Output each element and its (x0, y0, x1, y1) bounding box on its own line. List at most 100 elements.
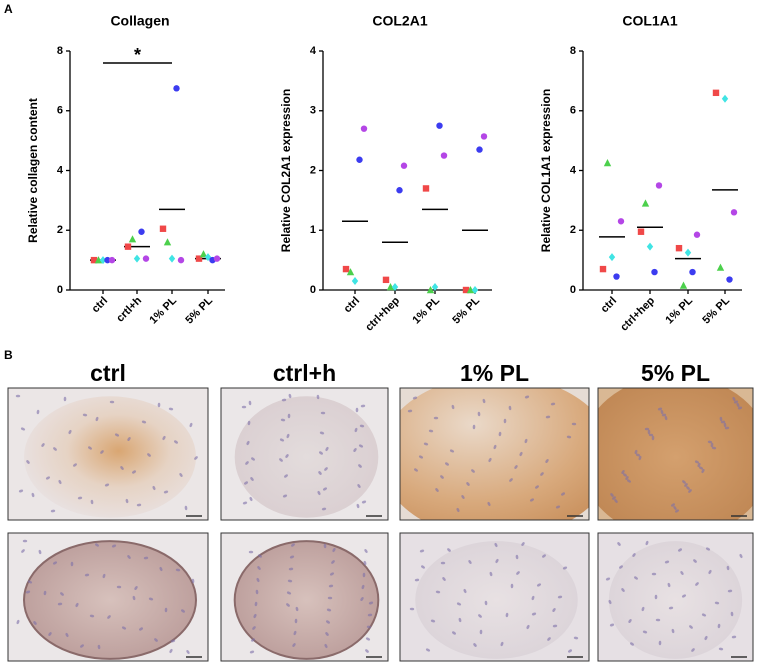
nucleus (686, 486, 690, 490)
nucleus (509, 478, 513, 482)
point (391, 283, 399, 292)
nucleus (667, 582, 671, 588)
nucleus (120, 466, 124, 470)
chart: COL1A1 Relative COL1A1 expression 0 2 4 6 8 ctr… (539, 13, 742, 334)
micrograph (598, 533, 753, 661)
y-tick-label: 0 (57, 284, 63, 296)
nucleus (366, 625, 372, 629)
nucleus (657, 407, 663, 411)
nucleus (148, 597, 154, 601)
nucleus (319, 451, 323, 455)
y-axis-label: Relative collagen content (26, 98, 40, 243)
nucleus (175, 568, 181, 572)
point (396, 187, 403, 194)
nucleus (31, 492, 35, 498)
nucleus (561, 492, 565, 496)
nucleus (625, 476, 629, 480)
nucleus (638, 455, 642, 461)
nucleus (136, 503, 142, 507)
nucleus (609, 623, 615, 627)
image-border (399, 532, 590, 662)
nucleus (449, 449, 455, 453)
column-label: ctrl (90, 360, 126, 386)
nucleus (610, 493, 614, 497)
nucleus (505, 612, 509, 618)
nucleus (281, 398, 287, 402)
chart-title: COL1A1 (622, 13, 677, 29)
point (386, 283, 395, 291)
nucleus (326, 608, 332, 612)
nucleus (292, 643, 296, 647)
nucleus (660, 409, 664, 415)
nucleus (121, 626, 127, 630)
nucleus (550, 402, 556, 406)
nucleus (134, 586, 138, 590)
point (476, 146, 483, 153)
nucleus (90, 499, 94, 505)
column-label: 5% PL (641, 360, 710, 386)
nucleus (127, 555, 131, 559)
micrograph (8, 533, 208, 661)
nucleus (326, 620, 330, 624)
nucleus (701, 468, 705, 474)
point (603, 159, 612, 167)
nucleus (358, 444, 364, 448)
nucleus (97, 644, 101, 650)
point (128, 235, 137, 243)
nucleus (664, 415, 668, 421)
nucleus (63, 396, 67, 402)
point (400, 162, 408, 169)
nucleus (324, 467, 328, 471)
nucleus (107, 615, 111, 619)
nucleus (695, 582, 699, 586)
nucleus (323, 543, 327, 549)
nucleus (642, 630, 648, 634)
nucleus (484, 600, 488, 606)
nucleus (731, 635, 737, 639)
nucleus (163, 490, 169, 494)
nucleus (258, 554, 262, 558)
x-tick-label: 1% PL (663, 294, 695, 326)
nucleus (510, 583, 514, 589)
y-tick-label: 8 (57, 45, 63, 57)
point (721, 94, 729, 103)
nucleus (288, 393, 292, 399)
nucleus (617, 542, 621, 546)
nucleus (132, 595, 136, 601)
point (90, 256, 98, 264)
nucleus (246, 440, 250, 446)
point (431, 283, 439, 292)
nucleus (194, 456, 198, 460)
nucleus (362, 572, 366, 578)
nucleus (691, 648, 695, 652)
nucleus (524, 395, 530, 399)
nucleus (407, 409, 413, 413)
nucleus (461, 494, 465, 500)
nucleus (102, 573, 106, 579)
nucleus (508, 405, 512, 411)
point (204, 253, 212, 262)
nucleus (671, 628, 675, 634)
nucleus (573, 636, 579, 640)
nucleus (456, 507, 460, 513)
nucleus (435, 590, 441, 594)
nucleus (503, 418, 507, 424)
nucleus (77, 496, 83, 500)
nucleus (325, 446, 329, 452)
nucleus (726, 565, 730, 571)
micrograph (400, 388, 589, 520)
nucleus (466, 482, 470, 486)
x-tick-label: crtl+h (114, 294, 144, 324)
nucleus (655, 618, 661, 622)
point (142, 255, 150, 262)
nucleus (571, 422, 577, 426)
nucleus (630, 642, 634, 646)
nucleus (45, 476, 51, 480)
nucleus (628, 619, 632, 623)
nucleus (100, 450, 104, 454)
nucleus (447, 548, 451, 552)
image-border (597, 532, 754, 662)
nucleus (641, 606, 645, 612)
nucleus (20, 427, 26, 431)
nucleus (256, 577, 260, 583)
